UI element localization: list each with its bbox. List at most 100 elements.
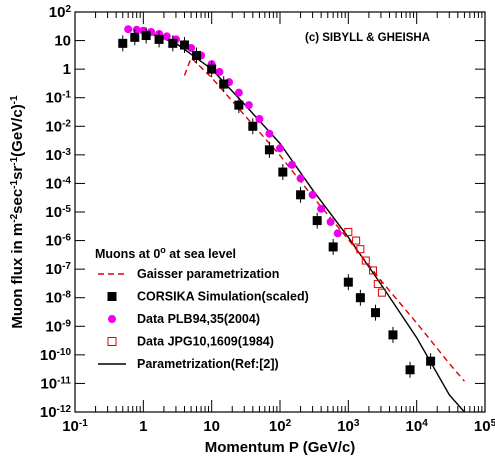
y-tick-exp: -8	[62, 289, 71, 300]
corsika-point	[312, 216, 322, 226]
corsika-point	[388, 330, 398, 340]
y-tick-exp: -12	[57, 404, 72, 415]
y-tick-base: 1	[63, 61, 71, 78]
y-tick-exp: -2	[62, 118, 71, 129]
corsika-point	[234, 100, 244, 110]
x-tick-label: 102	[269, 418, 292, 436]
legend-square-swatch	[107, 292, 117, 301]
y-tick-base: 10	[45, 261, 62, 278]
legend-open-square-swatch	[107, 337, 117, 346]
jpg-point	[361, 256, 370, 265]
y-tick-label: 10-5	[45, 204, 71, 222]
y-tick-label: 10-2	[45, 118, 71, 136]
y-tick-label: 10	[54, 33, 71, 50]
corsika-point	[192, 51, 202, 61]
y-axis-title-part: (GeV/c)	[9, 104, 26, 157]
x-tick-exp: 5	[491, 418, 495, 429]
y-tick-exp: 2	[65, 4, 71, 15]
plot-layer	[118, 25, 465, 412]
corsika-point	[118, 38, 128, 48]
jpg-point	[373, 280, 382, 289]
x-tick-base: 10	[203, 418, 220, 435]
plb-point	[265, 129, 274, 138]
y-tick-base: 10	[45, 233, 62, 250]
y-axis-title-part: Muon flux in m	[9, 223, 26, 329]
corsika-point	[130, 32, 140, 42]
x-tick-label: 1	[139, 418, 147, 435]
plb-point	[162, 32, 171, 41]
y-tick-base: 10	[40, 375, 57, 392]
legend-title-degree: o	[160, 245, 166, 255]
corsika-point	[168, 38, 178, 48]
legend-label: CORSIKA Simulation(scaled)	[137, 290, 309, 304]
x-tick-base: 10	[406, 418, 423, 435]
plb-point	[296, 174, 305, 183]
corsika-point	[264, 145, 274, 155]
corsika-point	[371, 308, 381, 318]
x-tick-exp: -1	[79, 418, 88, 429]
corsika-point	[426, 356, 436, 366]
y-tick-label: 10-9	[45, 318, 71, 336]
corsika-point	[248, 121, 258, 131]
plb-point	[276, 144, 284, 153]
y-tick-base: 10	[45, 290, 62, 307]
y-tick-base: 10	[45, 318, 62, 335]
x-tick-exp: 2	[286, 418, 292, 429]
y-tick-label: 1	[63, 61, 71, 78]
plb-point	[187, 43, 196, 52]
axis-layer: 10-1 1 10 102 103 104 10510210110-110-210-310-…	[40, 4, 495, 436]
y-axis-title-exp: -2	[9, 213, 20, 222]
corsika-point	[207, 64, 217, 74]
plb-point	[234, 88, 243, 97]
y-tick-label: 10-11	[40, 375, 71, 393]
plb-point	[333, 229, 342, 238]
legend-circle-swatch	[108, 315, 116, 323]
y-tick-exp: -1	[62, 89, 71, 100]
y-tick-base: 10	[54, 33, 71, 50]
y-tick-exp: -7	[62, 261, 71, 272]
corsika-point	[154, 34, 164, 44]
plb-point	[244, 101, 253, 110]
legend: Muons at 0o at sea level Gaisser paramet…	[95, 245, 309, 371]
y-axis-title-part: sr	[9, 166, 26, 180]
x-tick-base: 10	[269, 418, 286, 435]
x-tick-exp: 3	[354, 418, 360, 429]
y-tick-base: 10	[45, 90, 62, 107]
legend-label: Data PLB94,35(2004)	[137, 312, 260, 326]
corsika-point	[278, 167, 288, 177]
corsika-point	[179, 40, 189, 50]
y-axis-title: Muon flux in m-2sec-1sr-1(GeV/c)-1	[9, 95, 27, 329]
y-axis-title-exp: -1	[9, 179, 20, 188]
y-tick-exp: -10	[57, 346, 72, 357]
y-tick-label: 10-1	[45, 89, 71, 107]
corsika-point	[405, 365, 415, 375]
x-tick-exp: 4	[422, 418, 428, 429]
y-tick-base: 10	[40, 347, 57, 364]
y-tick-base: 10	[45, 147, 62, 164]
y-tick-label: 10-3	[45, 146, 71, 164]
corsika-point	[343, 277, 353, 287]
plb-point	[255, 114, 264, 123]
parametrization-curve	[143, 30, 465, 412]
x-tick-base: 10	[474, 418, 491, 435]
y-tick-base: 10	[45, 118, 62, 135]
y-tick-label: 102	[49, 4, 72, 22]
y-tick-base: 10	[45, 204, 62, 221]
series-layer	[118, 25, 465, 412]
x-tick-label: 10	[203, 418, 220, 435]
jpg-point	[377, 288, 386, 297]
plb-point	[326, 217, 335, 226]
x-tick-label: 104	[406, 418, 429, 436]
legend-title: Muons at 0o at sea level	[95, 245, 236, 261]
y-tick-exp: -9	[62, 318, 71, 329]
plb-point	[215, 67, 224, 76]
x-tick-base: 1	[139, 418, 147, 435]
jpg-point	[356, 245, 365, 254]
y-tick-exp: -11	[57, 375, 71, 386]
corsika-point	[355, 293, 365, 303]
gaisser-curve	[183, 56, 465, 382]
legend-label: Gaisser parametrization	[137, 267, 279, 281]
copyright-annotation: (c) SIBYLL & GHEISHA	[305, 32, 430, 44]
corsika-point	[296, 190, 306, 200]
